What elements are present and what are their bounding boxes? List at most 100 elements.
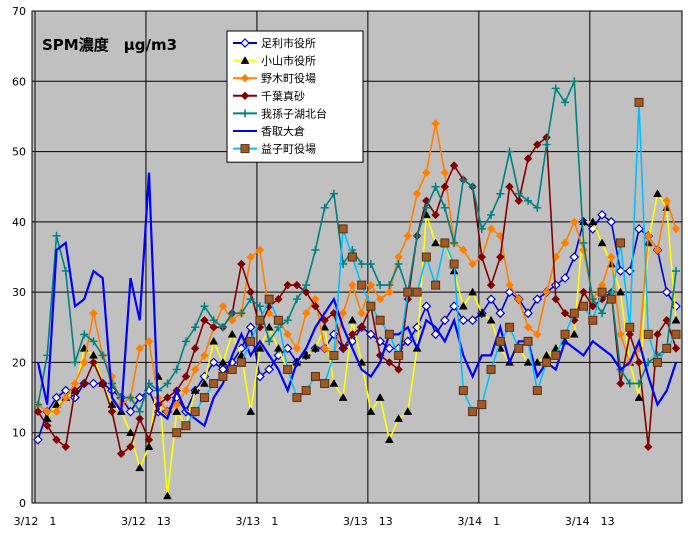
data-point bbox=[524, 196, 533, 205]
data-point bbox=[172, 428, 182, 438]
data-point bbox=[588, 315, 598, 325]
data-point bbox=[34, 400, 42, 409]
data-point bbox=[588, 295, 597, 304]
data-point bbox=[190, 386, 200, 394]
data-point bbox=[431, 280, 441, 290]
data-point bbox=[292, 393, 302, 403]
data-point bbox=[209, 336, 219, 345]
data-point bbox=[163, 379, 172, 388]
data-point bbox=[199, 393, 209, 403]
data-point bbox=[533, 203, 542, 212]
data-point bbox=[200, 302, 209, 311]
data-point bbox=[357, 323, 366, 332]
data-point bbox=[311, 245, 320, 254]
legend-marker bbox=[240, 144, 250, 154]
data-point bbox=[671, 344, 681, 353]
data-point bbox=[542, 287, 551, 297]
data-point bbox=[98, 351, 107, 360]
data-point bbox=[653, 330, 662, 339]
series-3 bbox=[33, 133, 681, 459]
data-point bbox=[283, 316, 292, 325]
data-point bbox=[514, 196, 524, 205]
data-point bbox=[671, 329, 681, 339]
data-point bbox=[607, 252, 616, 262]
data-point bbox=[61, 393, 70, 402]
y-tick-label: 40 bbox=[12, 216, 26, 229]
data-point bbox=[635, 379, 644, 388]
data-point bbox=[228, 309, 237, 318]
grid-lines bbox=[31, 10, 683, 504]
data-point bbox=[357, 309, 366, 318]
data-point bbox=[33, 407, 43, 416]
data-point bbox=[644, 231, 653, 241]
x-tick-label: 3/14 1 bbox=[457, 515, 500, 528]
data-point bbox=[274, 294, 283, 304]
data-point bbox=[209, 379, 219, 389]
data-point bbox=[533, 330, 542, 339]
data-point bbox=[477, 400, 487, 410]
data-point bbox=[265, 337, 274, 346]
data-point bbox=[403, 407, 413, 415]
data-point bbox=[43, 421, 52, 430]
data-point bbox=[523, 323, 533, 332]
data-point bbox=[255, 302, 264, 311]
data-point bbox=[264, 322, 274, 331]
data-point bbox=[237, 259, 246, 269]
data-point bbox=[200, 379, 209, 387]
data-point bbox=[588, 301, 597, 311]
legend-label: 足利市役所 bbox=[261, 36, 316, 50]
data-point bbox=[504, 287, 515, 297]
data-point bbox=[209, 316, 218, 325]
data-point bbox=[597, 287, 607, 297]
data-point bbox=[181, 372, 191, 381]
data-point bbox=[616, 379, 625, 388]
data-point bbox=[551, 350, 561, 360]
y-tick-label: 10 bbox=[12, 427, 26, 440]
data-point bbox=[33, 434, 43, 445]
data-point bbox=[320, 344, 329, 353]
data-point bbox=[134, 392, 145, 403]
legend-item: 香取大倉 bbox=[233, 124, 305, 138]
data-point bbox=[190, 407, 200, 417]
data-point bbox=[514, 343, 524, 353]
data-point bbox=[181, 386, 191, 395]
data-point bbox=[43, 407, 52, 416]
data-point bbox=[421, 301, 432, 312]
data-point bbox=[61, 267, 70, 276]
data-point bbox=[653, 357, 663, 367]
data-point bbox=[597, 209, 607, 220]
series-line bbox=[37, 135, 677, 456]
data-point bbox=[135, 407, 144, 416]
data-point bbox=[338, 224, 348, 234]
legend-marker bbox=[241, 109, 249, 118]
data-point bbox=[514, 294, 524, 304]
data-point bbox=[320, 316, 329, 325]
data-point bbox=[144, 337, 154, 346]
data-point bbox=[144, 435, 154, 444]
data-point bbox=[431, 210, 440, 220]
data-point bbox=[634, 358, 644, 367]
data-point bbox=[255, 343, 265, 352]
legend-item: 益子町役場 bbox=[233, 142, 316, 156]
data-point bbox=[376, 281, 385, 290]
data-point bbox=[672, 267, 680, 276]
data-point bbox=[292, 280, 302, 290]
data-point bbox=[135, 344, 144, 353]
data-point bbox=[671, 315, 681, 324]
data-point bbox=[135, 463, 145, 472]
data-point bbox=[625, 322, 635, 332]
data-point bbox=[431, 119, 440, 128]
data-point bbox=[468, 182, 477, 191]
data-point bbox=[227, 364, 237, 374]
legend-marker bbox=[240, 91, 250, 101]
data-point bbox=[236, 357, 246, 367]
data-point bbox=[181, 337, 190, 346]
legend-item: 小山市役所 bbox=[233, 54, 316, 68]
data-point bbox=[440, 168, 450, 177]
data-point bbox=[273, 315, 283, 325]
data-point bbox=[477, 252, 487, 262]
data-point bbox=[560, 329, 570, 339]
data-point bbox=[227, 329, 237, 338]
data-point bbox=[468, 407, 478, 417]
data-point bbox=[449, 161, 459, 170]
